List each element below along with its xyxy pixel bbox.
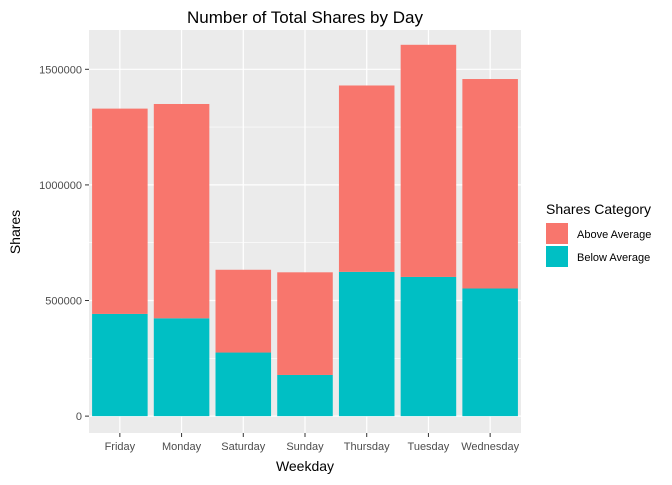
bar-below-average-sunday: [277, 374, 333, 417]
bar-below-average-saturday: [215, 352, 272, 417]
y-axis-ticks: 0 500000 1000000 1500000: [39, 64, 89, 423]
x-tick-label: Saturday: [221, 441, 266, 453]
x-tick-label: Sunday: [286, 441, 324, 453]
bar-above-average-wednesday: [462, 79, 518, 289]
x-tick-label: Wednesday: [461, 441, 519, 453]
x-axis-title: Weekday: [276, 458, 334, 474]
bar-below-average-monday: [153, 318, 210, 417]
legend-key-above-average: [546, 223, 568, 244]
bars: [92, 44, 518, 417]
bar-above-average-friday: [92, 108, 148, 314]
y-axis-title: Shares: [7, 210, 23, 254]
x-tick-label: Thursday: [344, 441, 390, 453]
y-tick-label: 500000: [45, 296, 82, 308]
legend: Shares Category Above Average Below Avera…: [546, 201, 651, 267]
x-tick-label: Monday: [162, 441, 202, 453]
bar-below-average-friday: [92, 313, 148, 417]
y-tick-label: 1500000: [39, 64, 82, 76]
legend-label: Below Average: [577, 252, 650, 264]
bar-below-average-tuesday: [400, 276, 457, 417]
bar-above-average-monday: [153, 103, 210, 319]
y-tick-label: 0: [76, 411, 82, 423]
bar-above-average-thursday: [338, 85, 395, 272]
bar-below-average-thursday: [338, 271, 395, 417]
legend-title: Shares Category: [546, 201, 651, 217]
legend-key-below-average: [546, 246, 568, 267]
bar-above-average-saturday: [215, 269, 272, 353]
bar-above-average-tuesday: [400, 44, 457, 277]
x-axis-ticks: Friday Monday Saturday Sunday Thursday Tuesda…: [105, 433, 520, 453]
y-tick-label: 1000000: [39, 180, 82, 192]
x-tick-label: Friday: [105, 441, 136, 453]
bar-below-average-wednesday: [462, 288, 518, 417]
plot-title: Number of Total Shares by Day: [187, 8, 423, 27]
bar-above-average-sunday: [277, 272, 333, 375]
x-tick-label: Tuesday: [408, 441, 450, 453]
legend-label: Above Average: [577, 229, 651, 241]
